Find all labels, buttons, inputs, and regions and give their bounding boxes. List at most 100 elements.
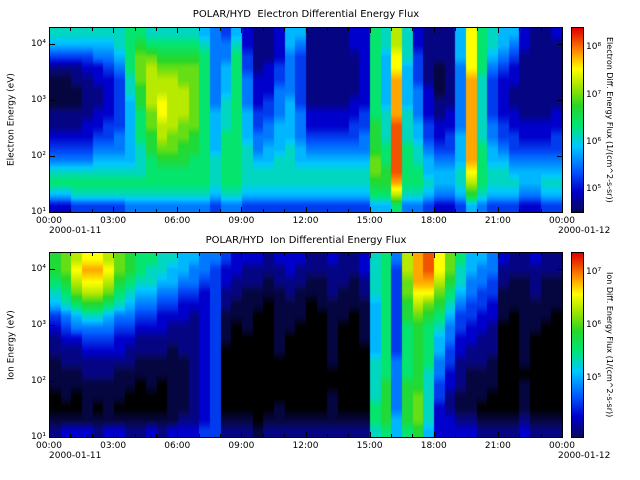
- x-minor-tick-mark: [134, 209, 136, 212]
- ion-colorbar: [571, 252, 584, 438]
- electron-start-date-label: 2000-01-11: [49, 226, 102, 236]
- x-tick-mark: [305, 207, 307, 212]
- x-minor-tick-mark: [391, 434, 392, 437]
- colorbar-tick-label: 10⁷: [586, 90, 602, 101]
- x-minor-tick-mark: [91, 28, 93, 31]
- x-minor-tick-mark: [476, 434, 478, 437]
- x-minor-tick-mark: [155, 209, 157, 212]
- x-minor-tick-mark: [155, 28, 157, 31]
- x-tick-mark: [497, 253, 499, 258]
- electron-colorbar-canvas: [572, 28, 583, 212]
- x-tick-label: 18:00: [420, 441, 447, 451]
- electron-end-date-label: 2000-01-12: [558, 226, 611, 236]
- x-minor-tick-mark: [326, 28, 328, 31]
- y-tick-mark: [557, 268, 562, 270]
- y-tick-label: 10³: [30, 319, 46, 330]
- y-tick-mark: [557, 437, 562, 438]
- x-minor-tick-mark: [540, 209, 542, 212]
- x-minor-tick-mark: [220, 209, 221, 212]
- x-tick-mark: [497, 207, 499, 212]
- x-minor-tick-mark: [262, 253, 264, 256]
- x-minor-tick-mark: [91, 209, 93, 212]
- electron-colorbar-label: Electron Diff. Energy Flux (1/(cm^2-s-sr…: [605, 37, 614, 203]
- x-minor-tick-mark: [70, 434, 72, 437]
- ion-start-date-label: 2000-01-11: [49, 451, 102, 461]
- x-minor-tick-mark: [91, 253, 93, 256]
- x-tick-label: 21:00: [484, 441, 511, 451]
- x-minor-tick-mark: [455, 209, 457, 212]
- x-minor-tick-mark: [391, 253, 392, 256]
- colorbar-tick-label: 10⁷: [586, 267, 602, 278]
- x-tick-mark: [177, 28, 179, 33]
- x-minor-tick-mark: [476, 253, 478, 256]
- x-tick-label: 03:00: [100, 441, 127, 451]
- x-minor-tick-mark: [198, 28, 200, 31]
- y-tick-label: 10⁴: [30, 38, 46, 49]
- x-tick-label: 15:00: [356, 441, 383, 451]
- x-tick-mark: [241, 207, 243, 212]
- x-tick-mark: [177, 253, 179, 258]
- y-tick-label: 10¹: [30, 207, 46, 217]
- x-minor-tick-mark: [134, 28, 136, 31]
- x-minor-tick-mark: [284, 253, 286, 256]
- x-minor-tick-mark: [91, 434, 93, 437]
- x-tick-label: 03:00: [100, 216, 127, 226]
- ion-spectrogram-panel: [49, 252, 563, 438]
- colorbar-tick-label: 10⁵: [586, 373, 602, 384]
- x-minor-tick-mark: [412, 28, 414, 31]
- x-minor-tick-mark: [198, 434, 200, 437]
- y-tick-mark: [557, 324, 562, 326]
- x-tick-label: 06:00: [164, 441, 191, 451]
- x-tick-label: 18:00: [420, 216, 447, 226]
- colorbar-tick-label: 10⁶: [586, 319, 602, 330]
- x-tick-mark: [305, 432, 307, 437]
- y-tick-mark: [557, 155, 562, 157]
- x-minor-tick-mark: [134, 434, 136, 437]
- colorbar-tick-label: 10⁸: [586, 42, 602, 53]
- x-minor-tick-mark: [519, 209, 521, 212]
- x-minor-tick-mark: [412, 209, 414, 212]
- x-tick-mark: [562, 207, 563, 212]
- x-minor-tick-mark: [476, 28, 478, 31]
- ion-colorbar-canvas: [572, 253, 583, 437]
- y-tick-label: 10¹: [30, 432, 46, 442]
- x-tick-mark: [369, 207, 371, 212]
- x-minor-tick-mark: [220, 434, 221, 437]
- y-tick-label: 10²: [30, 150, 46, 161]
- x-minor-tick-mark: [220, 28, 221, 31]
- x-tick-mark: [113, 207, 115, 212]
- x-tick-mark: [305, 28, 307, 33]
- x-tick-label: 00:00: [36, 216, 62, 226]
- x-minor-tick-mark: [348, 28, 350, 31]
- x-tick-label: 09:00: [228, 441, 255, 451]
- electron-spectrogram-panel: [49, 27, 563, 213]
- x-minor-tick-mark: [348, 209, 350, 212]
- x-minor-tick-mark: [540, 28, 542, 31]
- ion-spectrogram-canvas: [50, 253, 562, 437]
- x-minor-tick-mark: [519, 28, 521, 31]
- x-minor-tick-mark: [198, 209, 200, 212]
- x-minor-tick-mark: [155, 253, 157, 256]
- y-tick-label: 10³: [30, 94, 46, 105]
- x-tick-mark: [433, 28, 435, 33]
- x-minor-tick-mark: [455, 434, 457, 437]
- electron-panel-title: POLAR/HYD Electron Differential Energy F…: [192, 9, 420, 20]
- y-tick-mark: [557, 380, 562, 382]
- x-tick-label: 12:00: [292, 441, 319, 451]
- y-tick-mark: [557, 43, 562, 45]
- x-tick-label: 21:00: [484, 216, 511, 226]
- x-minor-tick-mark: [412, 434, 414, 437]
- x-tick-mark: [113, 432, 115, 437]
- x-tick-mark: [177, 432, 179, 437]
- x-minor-tick-mark: [262, 209, 264, 212]
- y-tick-mark: [557, 99, 562, 101]
- x-tick-label: 06:00: [164, 216, 191, 226]
- y-tick-mark: [50, 268, 55, 270]
- x-tick-mark: [562, 432, 563, 437]
- x-tick-mark: [562, 28, 563, 33]
- x-minor-tick-mark: [284, 434, 286, 437]
- x-tick-mark: [433, 207, 435, 212]
- x-tick-label: 00:00: [36, 441, 62, 451]
- x-tick-mark: [433, 253, 435, 258]
